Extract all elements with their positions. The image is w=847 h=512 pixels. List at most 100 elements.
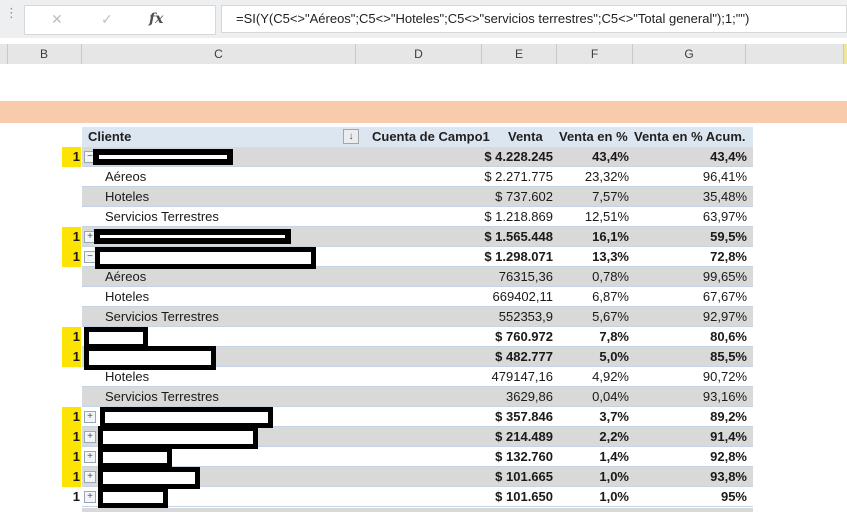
pivot-row: Hoteles 669402,11 6,87% 67,67% (0, 287, 847, 307)
venta-pct-acum-cell[interactable]: 35,48% (702, 189, 747, 204)
outline-flag-cell[interactable]: 1 (72, 449, 80, 464)
venta-pct-acum-cell[interactable]: 93,16% (702, 389, 747, 404)
venta-pct-acum-cell[interactable]: 59,5% (710, 229, 747, 244)
formula-input[interactable]: =SI(Y(C5<>"Aéreos";C5<>"Hoteles";C5<>"se… (221, 5, 847, 33)
outline-flag-cell[interactable] (54, 207, 80, 227)
venta-cell[interactable]: $ 4.228.245 (484, 149, 553, 164)
venta-pct-acum-cell[interactable]: 67,67% (702, 289, 747, 304)
row-label: Hoteles (105, 369, 150, 384)
venta-pct-cell[interactable]: 5,0% (599, 349, 629, 364)
venta-pct-cell[interactable]: 1,0% (599, 469, 629, 484)
fx-insert-function-icon[interactable]: fx (149, 11, 164, 27)
venta-pct-cell[interactable]: 7,57% (592, 189, 629, 204)
expand-collapse-toggle[interactable]: + (84, 431, 96, 443)
venta-pct-acum-cell[interactable]: 43,4% (710, 149, 747, 164)
venta-pct-acum-cell[interactable]: 91,4% (710, 429, 747, 444)
venta-cell[interactable]: 479147,16 (491, 369, 553, 384)
row-band (82, 467, 753, 487)
outline-flag-cell[interactable] (54, 307, 80, 327)
column-header-f[interactable]: F (557, 44, 633, 64)
column-header-h[interactable] (746, 44, 844, 64)
outline-flag-cell[interactable] (54, 387, 80, 407)
venta-cell[interactable]: 3629,86 (506, 389, 553, 404)
venta-pct-cell[interactable]: 0,78% (592, 269, 629, 284)
venta-pct-acum-cell[interactable]: 95% (720, 489, 747, 504)
venta-pct-cell[interactable]: 23,32% (584, 169, 629, 184)
venta-cell[interactable]: $ 2.271.775 (484, 169, 553, 184)
outline-flag-cell[interactable]: 1 (72, 249, 80, 264)
venta-pct-cell[interactable]: 2,2% (599, 429, 629, 444)
venta-pct-cell[interactable]: 7,8% (599, 329, 629, 344)
venta-en-pct-header[interactable]: Venta en % (559, 129, 628, 144)
selected-column-sliver (844, 44, 847, 64)
venta-cell[interactable]: $ 760.972 (495, 329, 553, 344)
venta-pct-acum-cell[interactable]: 93,8% (710, 469, 747, 484)
outline-flag-cell[interactable] (54, 187, 80, 207)
venta-cell[interactable]: $ 214.489 (495, 429, 553, 444)
venta-pct-acum-cell[interactable]: 96,41% (702, 169, 747, 184)
enter-icon[interactable]: ✓ (101, 11, 113, 27)
cuenta-de-campo1-header[interactable]: Cuenta de Campo1 (372, 129, 490, 144)
outline-flag-cell[interactable]: 1 (72, 489, 80, 504)
venta-cell[interactable]: $ 737.602 (495, 189, 553, 204)
venta-cell[interactable]: $ 101.650 (495, 489, 553, 504)
venta-pct-cell[interactable]: 13,3% (592, 249, 629, 264)
venta-cell[interactable]: $ 1.218.869 (484, 209, 553, 224)
venta-pct-acum-cell[interactable]: 92,8% (710, 449, 747, 464)
cancel-icon[interactable]: ✕ (51, 11, 63, 27)
expand-collapse-toggle[interactable]: + (84, 491, 96, 503)
column-header-d[interactable]: D (356, 44, 482, 64)
venta-pct-cell[interactable]: 4,92% (592, 369, 629, 384)
venta-pct-acum-cell[interactable]: 99,65% (702, 269, 747, 284)
venta-cell[interactable]: 76315,36 (498, 269, 553, 284)
expand-collapse-toggle[interactable]: + (84, 471, 96, 483)
venta-pct-cell[interactable]: 3,7% (599, 409, 629, 424)
venta-pct-acum-cell[interactable]: 80,6% (710, 329, 747, 344)
expand-collapse-toggle[interactable]: + (84, 411, 96, 423)
venta-pct-acum-cell[interactable]: 92,97% (702, 309, 747, 324)
venta-pct-acum-cell[interactable]: 89,2% (710, 409, 747, 424)
venta-cell[interactable]: $ 132.760 (495, 449, 553, 464)
venta-pct-cell[interactable]: 43,4% (592, 149, 629, 164)
venta-cell[interactable]: $ 482.777 (495, 349, 553, 364)
column-header-b[interactable]: B (7, 44, 82, 64)
venta-pct-acum-cell[interactable]: 85,5% (710, 349, 747, 364)
outline-flag-cell[interactable]: 1 (72, 329, 80, 344)
venta-pct-cell[interactable]: 0,04% (592, 389, 629, 404)
venta-cell[interactable]: 669402,11 (492, 289, 554, 304)
venta-pct-acum-cell[interactable]: 90,72% (702, 369, 747, 384)
outline-flag-cell[interactable]: 1 (72, 149, 80, 164)
outline-flag-cell[interactable]: 1 (72, 349, 80, 364)
expand-collapse-toggle[interactable]: + (84, 451, 96, 463)
outline-flag-cell[interactable]: 1 (72, 409, 80, 424)
outline-flag-cell[interactable]: 1 (72, 229, 80, 244)
column-header-g[interactable]: G (633, 44, 746, 64)
venta-pct-cell[interactable]: 5,67% (592, 309, 629, 324)
venta-pct-acum-cell[interactable]: 72,8% (710, 249, 747, 264)
venta-cell[interactable]: $ 357.846 (495, 409, 553, 424)
venta-pct-cell[interactable]: 16,1% (592, 229, 629, 244)
sort-filter-icon[interactable]: ↓ (343, 129, 359, 144)
outline-flag-cell[interactable] (54, 287, 80, 307)
venta-pct-cell[interactable]: 6,87% (592, 289, 629, 304)
outline-flag-cell[interactable]: 1 (72, 429, 80, 444)
outline-flag-cell[interactable] (54, 367, 80, 387)
outline-flag-cell[interactable]: 1 (72, 469, 80, 484)
column-header-e[interactable]: E (482, 44, 557, 64)
venta-header[interactable]: Venta (508, 129, 543, 144)
venta-pct-cell[interactable]: 1,4% (599, 449, 629, 464)
venta-cell[interactable]: 552353,9 (498, 309, 553, 324)
venta-pct-acum-cell[interactable]: 63,97% (702, 209, 747, 224)
venta-cell[interactable]: $ 1.565.448 (484, 229, 553, 244)
venta-cell[interactable]: $ 101.665 (495, 469, 553, 484)
venta-cell[interactable]: $ 1.298.071 (484, 249, 553, 264)
pivot-row: Hoteles 479147,16 4,92% 90,72% (0, 367, 847, 387)
venta-pct-cell[interactable]: 1,0% (599, 489, 629, 504)
venta-en-pct-acum-header[interactable]: Venta en % Acum. (634, 129, 746, 144)
redaction-box (84, 346, 216, 370)
outline-flag-cell[interactable] (54, 167, 80, 187)
venta-pct-cell[interactable]: 12,51% (584, 209, 629, 224)
outline-flag-cell[interactable] (54, 267, 80, 287)
cliente-header[interactable]: Cliente (88, 129, 132, 144)
column-header-c[interactable]: C (82, 44, 356, 64)
